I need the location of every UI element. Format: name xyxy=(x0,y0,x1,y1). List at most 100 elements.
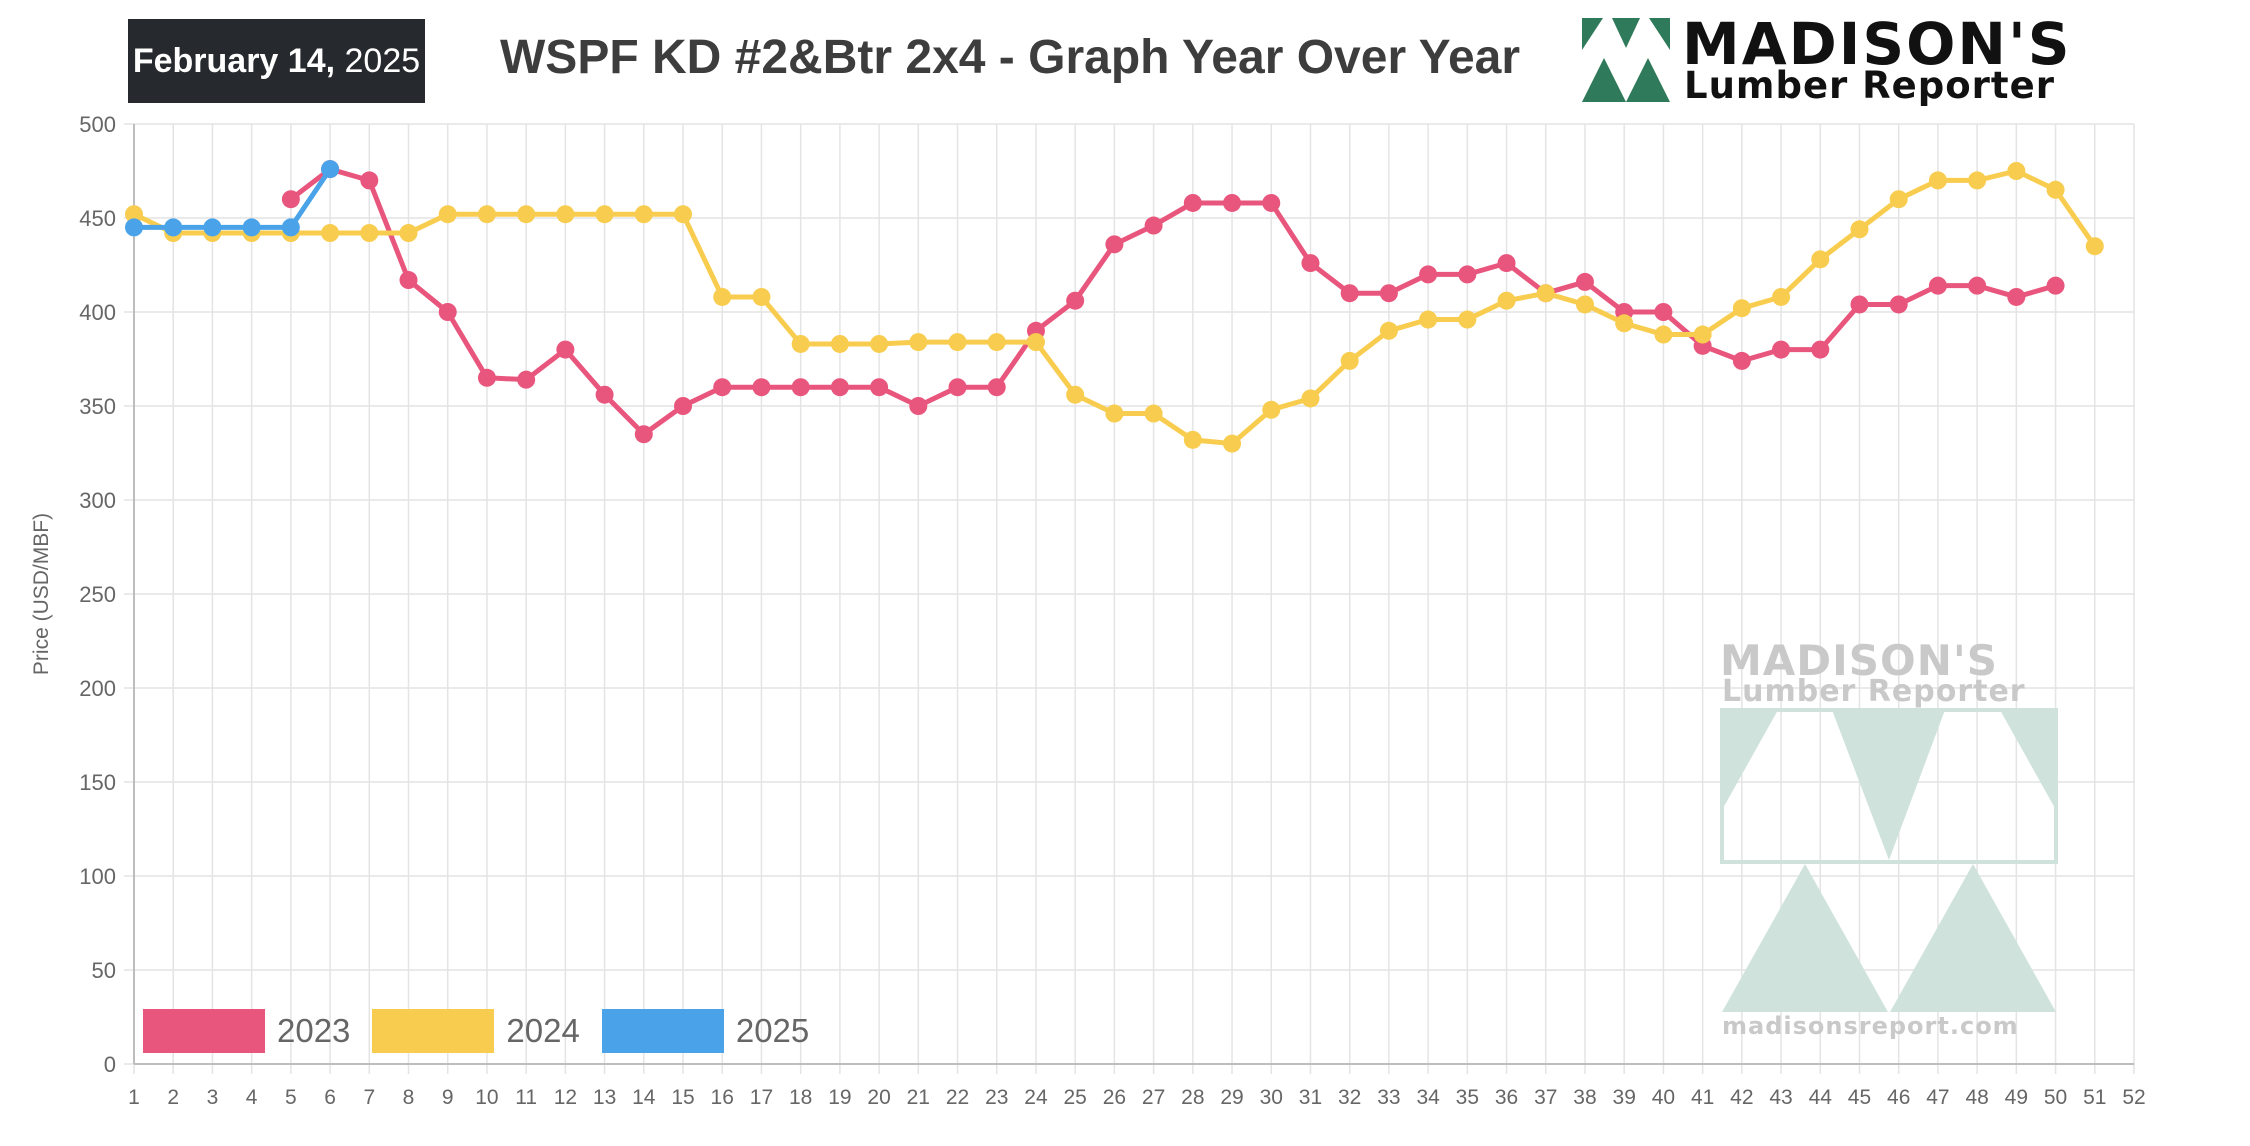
x-tick-label: 44 xyxy=(1809,1086,1833,1109)
data-point xyxy=(948,378,967,397)
series-2025 xyxy=(125,160,340,237)
data-point xyxy=(164,218,183,237)
data-point xyxy=(1772,287,1791,306)
data-point xyxy=(1732,299,1751,318)
watermark-triangle xyxy=(1832,710,1945,860)
y-tick-label: 0 xyxy=(104,1052,116,1077)
y-tick-label: 400 xyxy=(79,300,116,325)
data-point xyxy=(1379,321,1398,340)
data-point xyxy=(2046,180,2065,199)
y-tick-label: 200 xyxy=(79,676,116,701)
data-point xyxy=(1497,291,1516,310)
data-point xyxy=(1575,272,1594,291)
y-tick-label: 50 xyxy=(92,958,116,983)
x-tick-label: 25 xyxy=(1063,1086,1086,1109)
x-tick-label: 1 xyxy=(128,1086,140,1109)
axes xyxy=(133,124,2134,1065)
data-point xyxy=(1262,193,1281,212)
data-point xyxy=(125,205,143,224)
data-point xyxy=(1458,310,1477,329)
x-tick-label: 7 xyxy=(363,1086,375,1109)
x-tick-label: 22 xyxy=(946,1086,969,1109)
x-tick-label: 46 xyxy=(1887,1086,1910,1109)
data-point xyxy=(281,218,300,237)
data-point xyxy=(321,224,340,243)
data-point xyxy=(477,368,496,387)
data-point xyxy=(438,205,457,224)
x-tick-label: 8 xyxy=(403,1086,415,1109)
x-tick-label: 19 xyxy=(828,1086,851,1109)
watermark-url: madisonsreport.com xyxy=(1722,1012,2019,1040)
data-point xyxy=(1850,220,1869,239)
y-tick-label: 500 xyxy=(79,112,116,137)
watermark-triangle xyxy=(1722,864,1888,1012)
logo-icon xyxy=(1582,18,1670,102)
legend-label: 2024 xyxy=(506,1012,580,1049)
data-point xyxy=(1889,295,1908,314)
y-tick-label: 450 xyxy=(79,206,116,231)
data-point xyxy=(1928,171,1947,190)
data-point xyxy=(1654,303,1673,321)
series-2024 xyxy=(125,162,2104,453)
logo-subtitle: Lumber Reporter xyxy=(1684,64,2055,107)
data-point xyxy=(1066,291,1085,310)
x-tick-label: 5 xyxy=(285,1086,297,1109)
x-tick-label: 49 xyxy=(2005,1086,2028,1109)
series-line xyxy=(288,166,2059,437)
data-point xyxy=(909,333,928,352)
data-point xyxy=(1262,400,1281,419)
madisons-logo: MADISON'S Lumber Reporter xyxy=(1582,10,2147,107)
data-point xyxy=(791,334,810,353)
legend-item-2024[interactable]: 2024 xyxy=(372,1009,580,1053)
x-tick-label: 13 xyxy=(593,1086,616,1109)
data-point xyxy=(1340,284,1359,303)
logo-triangle xyxy=(1582,18,1603,50)
data-point xyxy=(1066,385,1085,404)
y-tick-label: 350 xyxy=(79,394,116,419)
data-point xyxy=(1654,325,1673,344)
data-point xyxy=(1575,295,1594,314)
data-point xyxy=(399,271,418,290)
data-series xyxy=(125,160,2104,453)
data-point xyxy=(2046,276,2065,295)
legend-swatch xyxy=(372,1009,495,1053)
legend-item-2025[interactable]: 2025 xyxy=(601,1009,809,1053)
legend-item-2023[interactable]: 2023 xyxy=(143,1009,350,1053)
x-tick-label: 14 xyxy=(632,1086,656,1109)
x-tick-label: 45 xyxy=(1848,1086,1871,1109)
data-point xyxy=(595,205,614,224)
series-2023 xyxy=(281,160,2065,444)
x-tick-label: 12 xyxy=(554,1086,577,1109)
data-point xyxy=(791,378,810,397)
data-point xyxy=(830,378,849,397)
data-point xyxy=(242,218,261,237)
x-tick-label: 42 xyxy=(1730,1086,1753,1109)
watermark-subtitle: Lumber Reporter xyxy=(1722,674,2026,709)
x-tick-label: 17 xyxy=(750,1086,773,1109)
data-point xyxy=(556,205,575,224)
watermark-triangle xyxy=(2000,710,2056,810)
watermark: MADISON'S Lumber Reporter madisonsreport… xyxy=(1720,636,2060,1046)
data-point xyxy=(1105,235,1124,254)
data-point xyxy=(752,287,771,306)
data-point xyxy=(870,334,889,353)
data-point xyxy=(2007,287,2026,306)
logo-triangle xyxy=(1649,18,1670,50)
x-tick-label: 34 xyxy=(1416,1086,1440,1109)
data-point xyxy=(125,218,143,237)
chart-title: WSPF KD #2&Btr 2x4 - Graph Year Over Yea… xyxy=(500,31,1521,84)
data-point xyxy=(674,397,693,415)
y-tick-label: 300 xyxy=(79,488,116,513)
data-point xyxy=(438,303,457,321)
data-point xyxy=(752,378,771,397)
date-badge: February 14, 2025 xyxy=(128,19,425,103)
data-point xyxy=(1183,193,1202,212)
data-point xyxy=(1340,351,1359,370)
x-tick-label: 43 xyxy=(1769,1086,1792,1109)
data-point xyxy=(1026,333,1045,352)
x-tick-label: 28 xyxy=(1181,1086,1204,1109)
x-tick-label: 24 xyxy=(1024,1086,1048,1109)
x-tick-label: 41 xyxy=(1691,1086,1714,1109)
y-axis-ticks: 0 50 100 150 200 250 300 350 400 450 500 xyxy=(79,112,116,1077)
